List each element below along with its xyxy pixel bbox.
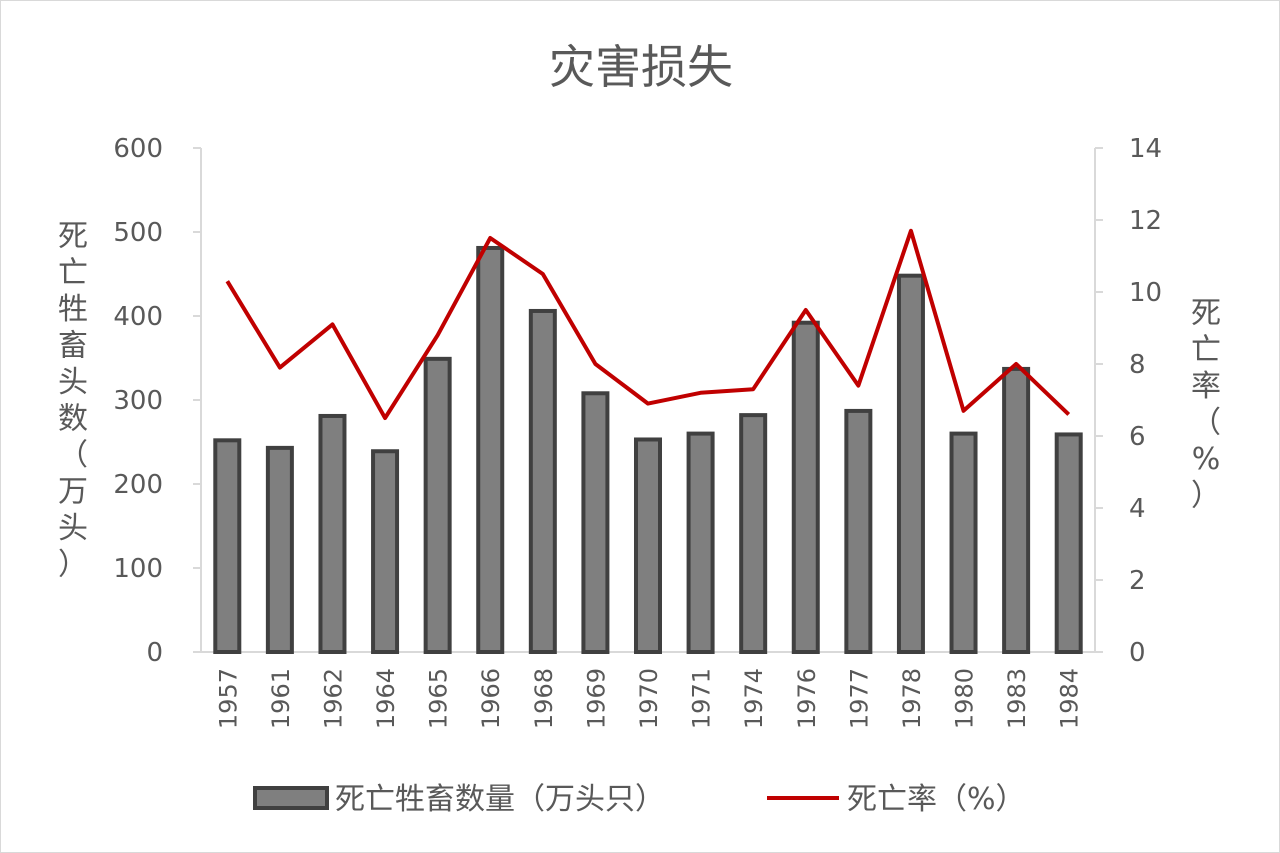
- bar: [896, 273, 925, 654]
- x-tick-label: 1970: [635, 668, 663, 729]
- right-axis-title: 死亡率（%）: [1191, 296, 1221, 514]
- legend-bar-swatch: [253, 786, 329, 810]
- bar: [844, 408, 873, 655]
- x-tick-label: 1984: [1056, 668, 1084, 729]
- x-tick-label: 1968: [530, 668, 558, 729]
- right-axis-title-char: 率: [1191, 369, 1221, 404]
- line-series-path: [225, 228, 1071, 420]
- x-tick-label: 1961: [267, 668, 295, 729]
- bar: [1054, 432, 1083, 654]
- x-tick-label: 1974: [740, 668, 768, 729]
- right-axis-title-char: 死: [1191, 296, 1221, 331]
- left-tick-label: 200: [113, 470, 163, 500]
- bar: [634, 437, 662, 655]
- left-axis-title-char: 万: [58, 475, 88, 510]
- x-tick-label: 1966: [477, 668, 505, 729]
- left-axis-title-char: 畜: [58, 329, 88, 364]
- bar: [739, 413, 768, 654]
- left-axis-title-char: ）: [58, 548, 88, 583]
- tick-labels: 0 100 200 300 400 500 600 0 2 4 6 8 10 12 14 1957 1961 19…: [113, 134, 1162, 729]
- left-axis-title-char: 数: [58, 402, 88, 437]
- chart-title: 灾害损失: [549, 40, 733, 94]
- legend-line-label: 死亡率（%）: [847, 782, 1026, 817]
- right-tick-label: 6: [1129, 422, 1146, 452]
- x-tick-label: 1983: [1003, 668, 1031, 729]
- left-tick-label: 400: [113, 302, 163, 332]
- left-axis-title-char: 头: [58, 511, 88, 546]
- bar: [476, 245, 505, 655]
- x-tick-label: 1957: [214, 668, 242, 729]
- bar: [949, 431, 978, 654]
- x-tick-label: 1971: [688, 668, 716, 729]
- x-tick-label: 1977: [845, 668, 873, 729]
- left-axis-title-char: 头: [58, 365, 88, 400]
- x-tick-label: 1962: [319, 668, 347, 729]
- left-tick-label: 100: [113, 554, 163, 584]
- right-axis-title-char: 亡: [1191, 333, 1221, 368]
- x-tick-label: 1980: [951, 668, 979, 729]
- x-tick-label: 1978: [898, 668, 926, 729]
- bar: [686, 431, 715, 654]
- left-axis-title-char: 死: [58, 219, 88, 254]
- right-tick-label: 4: [1129, 494, 1146, 524]
- right-tick-label: 12: [1129, 206, 1162, 236]
- line-series: [225, 228, 1071, 420]
- bar: [581, 391, 610, 654]
- left-axis-title-char: 牲: [58, 292, 88, 327]
- left-tick-label: 600: [113, 134, 163, 164]
- left-axis-title-char: 亡: [58, 256, 88, 291]
- bar: [791, 320, 820, 654]
- right-tick-label: 2: [1129, 566, 1146, 596]
- legend: 死亡牲畜数量（万头只） 死亡率（%）: [253, 782, 1026, 817]
- right-axis-title-char: %: [1192, 442, 1221, 477]
- right-tick-label: 0: [1129, 638, 1146, 668]
- bar: [371, 449, 400, 654]
- bar: [213, 438, 242, 654]
- right-tick-label: 14: [1129, 134, 1162, 164]
- right-axis-title-char: ）: [1191, 479, 1221, 514]
- bar: [1002, 366, 1031, 654]
- x-tick-label: 1969: [582, 668, 610, 729]
- left-axis-title-char: （: [58, 438, 88, 473]
- x-tick-label: 1976: [793, 668, 821, 729]
- left-tick-label: 500: [113, 218, 163, 248]
- left-tick-label: 0: [146, 638, 163, 668]
- bar: [318, 413, 347, 654]
- x-tick-label: 1965: [425, 668, 453, 729]
- x-tick-label: 1964: [372, 668, 400, 729]
- right-axis-title-char: （: [1191, 406, 1221, 441]
- right-tick-label: 10: [1129, 278, 1162, 308]
- legend-bar-label: 死亡牲畜数量（万头只）: [335, 782, 665, 817]
- bar-series: [213, 245, 1083, 655]
- left-tick-label: 300: [113, 386, 163, 416]
- bar: [265, 445, 294, 654]
- right-tick-label: 8: [1129, 350, 1146, 380]
- bar: [423, 356, 452, 654]
- bar: [528, 308, 557, 654]
